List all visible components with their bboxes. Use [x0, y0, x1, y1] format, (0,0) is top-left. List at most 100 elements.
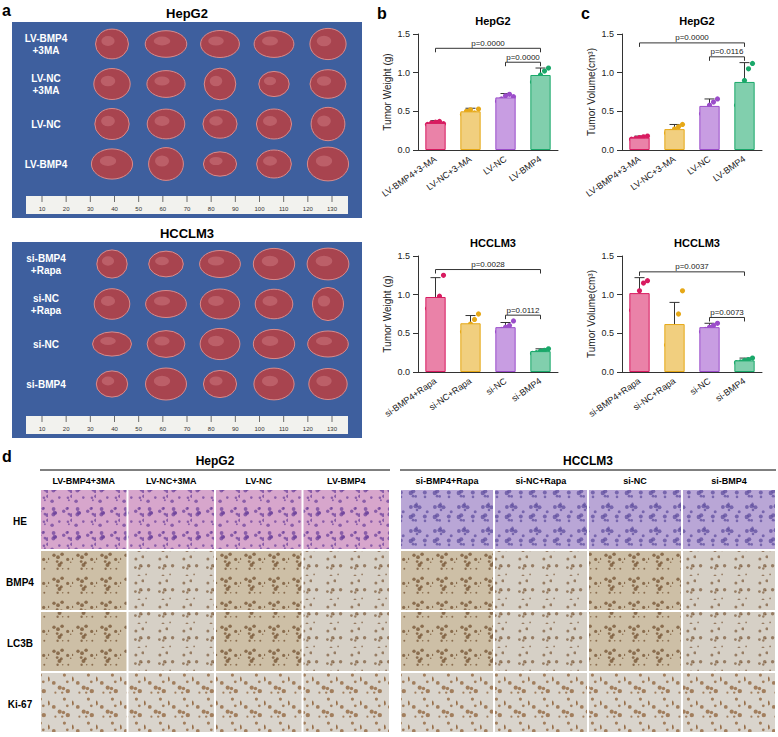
svg-text:0.0: 0.0: [397, 145, 410, 155]
svg-text:Tumor Volume(cm³): Tumor Volume(cm³): [586, 48, 597, 136]
svg-text:+Rapa: +Rapa: [31, 265, 62, 276]
svg-text:LV-BMP4: LV-BMP4: [327, 476, 365, 486]
svg-text:50: 50: [135, 426, 142, 432]
svg-text:si-NC+Rapa: si-NC+Rapa: [516, 476, 568, 486]
svg-text:+3MA: +3MA: [33, 85, 60, 96]
svg-text:30: 30: [87, 426, 94, 432]
svg-text:+3MA: +3MA: [33, 45, 60, 56]
svg-text:60: 60: [159, 206, 166, 212]
svg-text:si-BMP4: si-BMP4: [711, 476, 747, 486]
svg-text:90: 90: [232, 206, 239, 212]
svg-text:si-NC: si-NC: [688, 376, 713, 397]
svg-text:BMP4: BMP4: [6, 577, 34, 588]
svg-text:110: 110: [279, 426, 289, 432]
svg-text:+Rapa: +Rapa: [31, 305, 62, 316]
svg-text:0.0: 0.0: [601, 145, 614, 155]
svg-text:Tumor Volume(cm³): Tumor Volume(cm³): [586, 270, 597, 358]
svg-text:70: 70: [184, 206, 191, 212]
svg-text:LV-NC: LV-NC: [481, 154, 508, 177]
svg-text:si-NC: si-NC: [484, 376, 509, 397]
svg-text:1.5: 1.5: [397, 251, 410, 261]
svg-text:50: 50: [135, 206, 142, 212]
svg-text:60: 60: [159, 426, 166, 432]
svg-text:120: 120: [303, 426, 314, 432]
svg-text:si-BMP4+Rapa: si-BMP4+Rapa: [383, 376, 439, 419]
svg-text:p=0.0000: p=0.0000: [471, 39, 505, 48]
svg-text:0.5: 0.5: [397, 328, 410, 338]
svg-text:0.5: 0.5: [601, 328, 614, 338]
svg-text:LV-NC+3-MA: LV-NC+3-MA: [425, 154, 474, 192]
svg-text:1.5: 1.5: [601, 29, 614, 39]
svg-text:LV-BMP4+3MA: LV-BMP4+3MA: [52, 476, 115, 486]
svg-text:10: 10: [39, 426, 46, 432]
svg-text:0.0: 0.0: [397, 367, 410, 377]
svg-text:120: 120: [303, 206, 314, 212]
svg-text:d: d: [2, 448, 12, 465]
svg-text:LV-NC: LV-NC: [31, 73, 60, 84]
svg-text:p=0.0000: p=0.0000: [675, 33, 709, 42]
svg-text:p=0.0000: p=0.0000: [506, 53, 540, 62]
svg-text:Tumor Weight (g): Tumor Weight (g): [382, 275, 393, 352]
svg-text:LV-NC: LV-NC: [31, 119, 60, 130]
svg-text:130: 130: [327, 426, 338, 432]
svg-text:1.0: 1.0: [601, 290, 614, 300]
svg-text:100: 100: [254, 206, 265, 212]
svg-text:a: a: [2, 2, 11, 19]
svg-text:110: 110: [279, 206, 289, 212]
svg-text:si-BMP4: si-BMP4: [714, 376, 748, 404]
svg-text:LC3B: LC3B: [7, 638, 33, 649]
svg-text:si-NC: si-NC: [623, 476, 647, 486]
svg-text:20: 20: [63, 206, 70, 212]
svg-text:LV-NC+3MA: LV-NC+3MA: [146, 476, 197, 486]
svg-text:1.5: 1.5: [397, 29, 410, 39]
svg-text:si-NC: si-NC: [33, 339, 59, 350]
svg-text:p=0.0116: p=0.0116: [711, 47, 745, 56]
svg-text:10: 10: [39, 206, 46, 212]
svg-text:30: 30: [87, 206, 94, 212]
svg-text:LV-BMP4: LV-BMP4: [25, 33, 68, 44]
svg-text:LV-BMP4: LV-BMP4: [711, 154, 747, 184]
svg-text:LV-NC+3-MA: LV-NC+3-MA: [629, 154, 678, 192]
svg-text:40: 40: [111, 206, 118, 212]
svg-text:70: 70: [184, 426, 191, 432]
svg-text:0.5: 0.5: [601, 106, 614, 116]
svg-text:HE: HE: [13, 516, 27, 527]
svg-text:HepG2: HepG2: [166, 6, 208, 21]
svg-text:si-BMP4: si-BMP4: [26, 379, 66, 390]
svg-text:80: 80: [208, 426, 215, 432]
svg-text:b: b: [377, 5, 387, 22]
svg-text:p=0.0073: p=0.0073: [710, 308, 744, 317]
svg-text:LV-BMP4: LV-BMP4: [25, 159, 68, 170]
svg-text:1.5: 1.5: [601, 251, 614, 261]
svg-text:p=0.0037: p=0.0037: [675, 262, 709, 271]
svg-text:Ki-67: Ki-67: [8, 699, 33, 710]
svg-text:si-BMP4+Rapa: si-BMP4+Rapa: [587, 376, 643, 419]
svg-text:LV-BMP4: LV-BMP4: [507, 154, 543, 184]
svg-text:c: c: [581, 5, 590, 22]
svg-text:si-NC+Rapa: si-NC+Rapa: [427, 376, 473, 412]
svg-text:20: 20: [63, 426, 70, 432]
svg-text:130: 130: [327, 206, 338, 212]
svg-text:1.0: 1.0: [601, 68, 614, 78]
svg-text:si-BMP4: si-BMP4: [510, 376, 544, 404]
svg-text:100: 100: [254, 426, 265, 432]
svg-text:HCCLM3: HCCLM3: [563, 454, 613, 468]
svg-text:0.0: 0.0: [601, 367, 614, 377]
svg-text:HCCLM3: HCCLM3: [160, 226, 214, 241]
svg-text:0.5: 0.5: [397, 106, 410, 116]
svg-text:p=0.0028: p=0.0028: [471, 260, 505, 269]
svg-text:si-BMP4: si-BMP4: [26, 253, 66, 264]
svg-text:si-NC: si-NC: [33, 293, 59, 304]
svg-text:LV-NC: LV-NC: [685, 154, 712, 177]
svg-text:HepG2: HepG2: [679, 15, 714, 27]
svg-text:1.0: 1.0: [397, 290, 410, 300]
svg-text:p=0.0112: p=0.0112: [507, 306, 541, 315]
svg-text:80: 80: [208, 206, 215, 212]
svg-text:si-BMP4+Rapa: si-BMP4+Rapa: [416, 476, 480, 486]
svg-text:HCCLM3: HCCLM3: [470, 237, 516, 249]
svg-text:si-NC+Rapa: si-NC+Rapa: [631, 376, 677, 412]
svg-text:HepG2: HepG2: [196, 454, 235, 468]
svg-text:HCCLM3: HCCLM3: [674, 237, 720, 249]
svg-text:1.0: 1.0: [397, 68, 410, 78]
svg-text:LV-NC: LV-NC: [246, 476, 273, 486]
